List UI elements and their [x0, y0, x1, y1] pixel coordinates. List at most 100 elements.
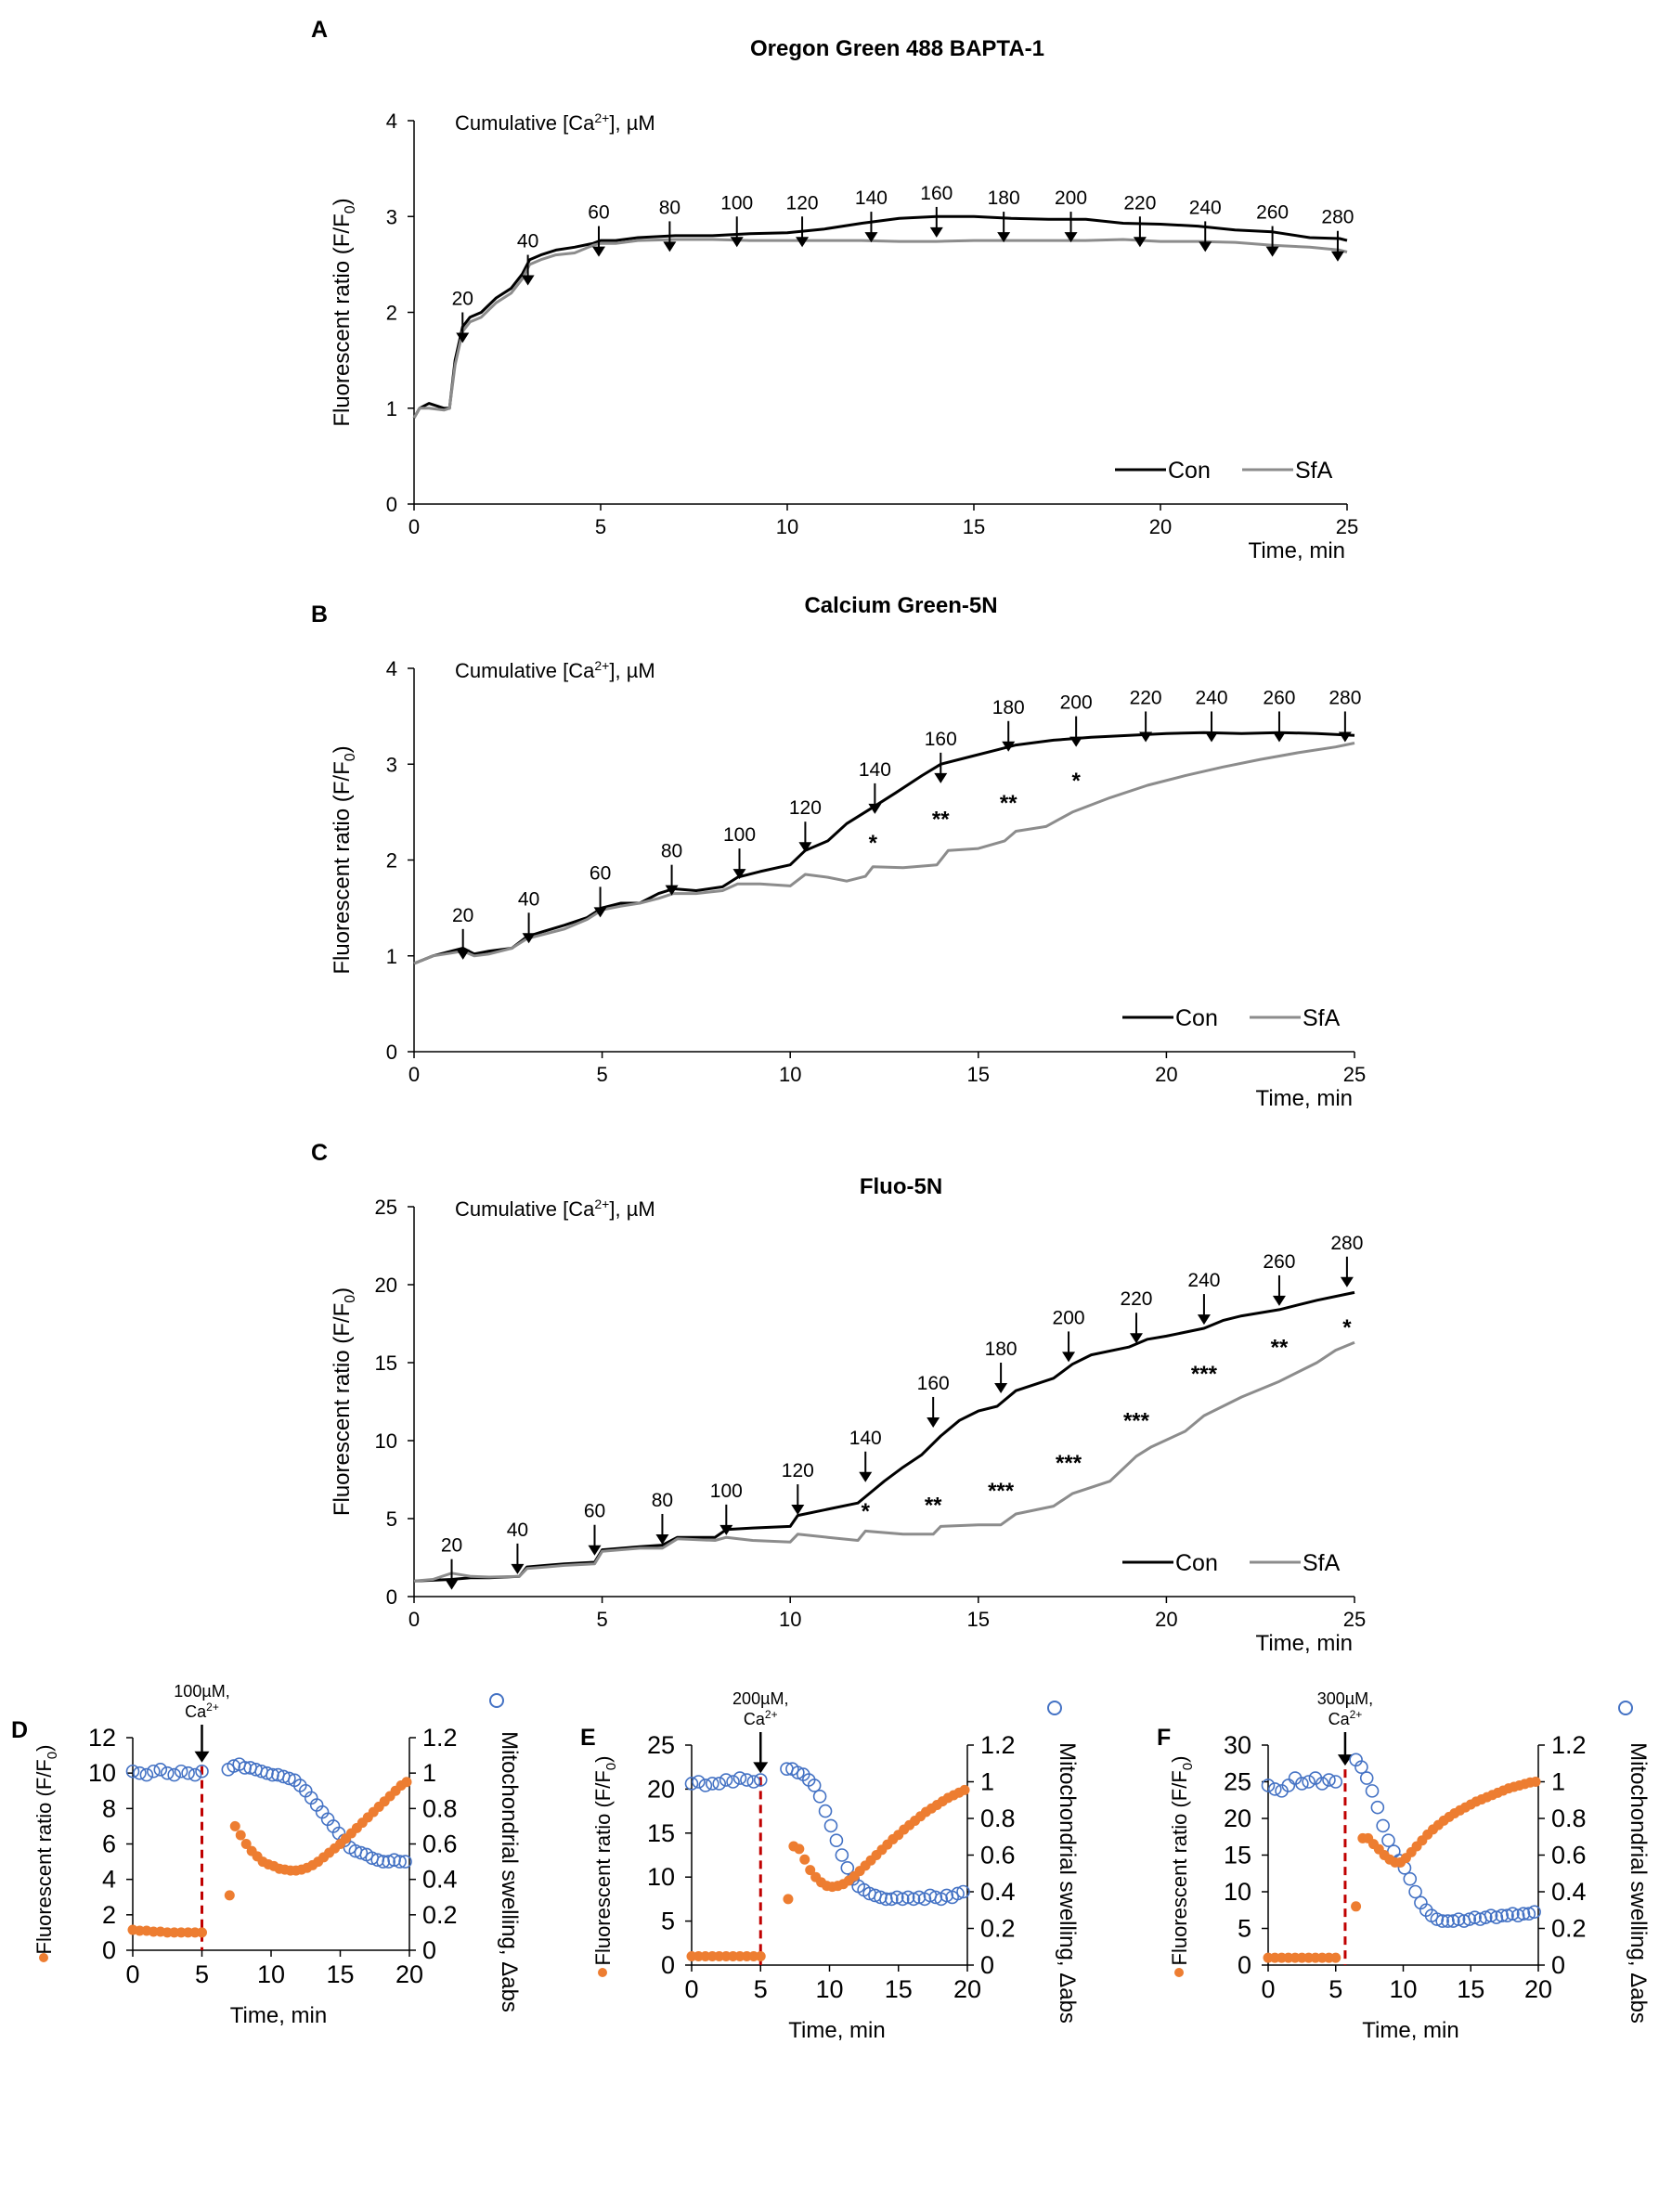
swelling-point	[1365, 1784, 1380, 1798]
y-axis-title: Fluorescent ratio (F/F0)	[330, 1287, 358, 1516]
arrow-marker: 180	[992, 697, 1025, 752]
left-y-axis-title: Fluorescent ratio (F/F0)	[591, 1756, 619, 1966]
swelling-point	[684, 1777, 699, 1791]
arrow-head	[456, 332, 470, 343]
swelling-point	[1522, 1907, 1536, 1921]
arrow-marker: 260	[1256, 202, 1289, 257]
dose-ion-label: Ca2+	[185, 1701, 219, 1721]
right-y-axis-title: Mitochondrial swelling, Δabs	[1055, 1742, 1080, 2024]
arrow-label: 140	[849, 1428, 882, 1449]
swelling-point	[1295, 1777, 1309, 1791]
x-tick-label: 15	[1457, 1975, 1484, 2003]
arrow-head	[1069, 736, 1083, 747]
swelling-point	[1495, 1908, 1510, 1922]
dose-ion-label: Ca2+	[1328, 1708, 1363, 1728]
right-y-axis-title: Mitochondrial swelling, Δabs	[1626, 1742, 1651, 2024]
swelling-point	[125, 1764, 140, 1779]
arrow-marker: 280	[1321, 207, 1354, 262]
y-axis-title-close: )	[330, 198, 355, 205]
swelling-point	[1281, 1779, 1296, 1792]
arrow-marker: 40	[518, 888, 539, 944]
swelling-point	[823, 1818, 838, 1833]
left-y-tick-label: 0	[102, 1936, 116, 1964]
swelling-point	[1478, 1910, 1493, 1924]
dose-ion-label-sup: 2+	[765, 1708, 778, 1721]
cumulative-label: Cumulative [Ca2+], µM	[455, 110, 655, 135]
cumulative-label: Cumulative [Ca2+], µM	[455, 658, 655, 682]
left-y-tick-label: 20	[1224, 1805, 1251, 1832]
swelling-point	[712, 1777, 727, 1791]
swelling-point	[1489, 1910, 1504, 1924]
dose-label: 200µM,	[732, 1689, 788, 1708]
legend-label-con: Con	[1175, 1005, 1218, 1031]
arrow-head	[1340, 1276, 1354, 1287]
ca-arrow-head	[194, 1751, 210, 1763]
fluorescence-point	[799, 1854, 810, 1865]
arrow-marker: 60	[590, 862, 611, 918]
arrow-marker: 260	[1263, 1251, 1295, 1306]
arrow-head	[1205, 731, 1219, 743]
x-tick-label: 5	[595, 515, 606, 538]
x-tick-label: 5	[754, 1975, 768, 2003]
significance-stars: *	[869, 831, 878, 856]
y-tick-label: 4	[386, 110, 397, 133]
arrow-label: 120	[789, 797, 822, 819]
swelling-point	[1370, 1800, 1385, 1815]
arrow-marker: 280	[1328, 687, 1361, 743]
arrow-marker: 40	[507, 1520, 528, 1574]
arrow-marker: 200	[1055, 188, 1087, 243]
arrow-head	[1133, 237, 1147, 248]
arrow-head	[521, 275, 535, 286]
left-y-tick-label: 5	[1238, 1915, 1251, 1943]
left-y-tick-label: 15	[647, 1819, 675, 1847]
arrow-label: 200	[1055, 188, 1087, 209]
swelling-point	[1527, 1905, 1541, 1920]
arrow-marker: 100	[710, 1481, 743, 1535]
cumulative-label: Cumulative [Ca2+], µM	[455, 1197, 655, 1221]
x-tick-label: 25	[1336, 515, 1358, 538]
x-tick-label: 0	[684, 1975, 698, 2003]
y-tick-label: 10	[375, 1429, 397, 1453]
swelling-point	[732, 1771, 747, 1785]
swelling-point	[829, 1833, 844, 1847]
cumulative-label-sup: 2+	[594, 1197, 609, 1211]
arrow-head	[445, 1579, 459, 1590]
arrow-marker: 100	[720, 192, 753, 248]
arrow-marker: 280	[1330, 1233, 1363, 1287]
x-tick-label: 0	[125, 1960, 139, 1988]
arrow-label: 180	[988, 188, 1020, 209]
legend-label-sfa: SfA	[1303, 1550, 1341, 1576]
left-y-axis-title-close: )	[1168, 1756, 1191, 1763]
arrow-marker: 140	[859, 759, 891, 814]
swelling-point	[698, 1779, 713, 1792]
legend-fluorescence-marker	[1174, 1968, 1184, 1977]
fluorescence-point	[794, 1843, 805, 1855]
panel-d: D 0 2 4 6 8 10 12 0 0.2 0.4 0.6 0.8 1 1.2 0 5 10 15 20 Time,…	[11, 1682, 522, 2028]
arrow-head	[1197, 1314, 1211, 1326]
arrow-label: 220	[1123, 192, 1156, 213]
arrow-marker: 120	[789, 797, 822, 853]
arrow-label: 220	[1120, 1288, 1152, 1310]
swelling-point	[139, 1767, 154, 1782]
dose-ion-label-sup: 2+	[1350, 1708, 1363, 1721]
significance-stars: **	[925, 1493, 942, 1518]
arrow-head	[730, 237, 744, 248]
arrow-label: 20	[441, 1535, 462, 1557]
arrow-marker: 40	[517, 231, 538, 286]
left-y-axis-title: Fluorescent ratio (F/F0)	[32, 1745, 60, 1955]
left-y-tick-label: 8	[102, 1794, 116, 1822]
panel-letter: E	[580, 1725, 596, 1751]
left-y-tick-label: 12	[88, 1724, 116, 1752]
arrow-head	[864, 232, 878, 243]
x-tick-label: 10	[779, 1063, 801, 1086]
significance-stars: ***	[1191, 1362, 1218, 1387]
arrow-label: 240	[1189, 197, 1222, 218]
swelling-point	[895, 1892, 910, 1907]
arrow-label: 160	[920, 183, 953, 204]
right-y-tick-label: 0.8	[1551, 1805, 1587, 1832]
x-tick-label: 0	[408, 515, 420, 538]
swelling-point	[1403, 1871, 1418, 1886]
swelling-point	[1451, 1912, 1466, 1926]
arrow-marker: 240	[1189, 197, 1222, 252]
left-y-tick-label: 10	[88, 1759, 116, 1787]
